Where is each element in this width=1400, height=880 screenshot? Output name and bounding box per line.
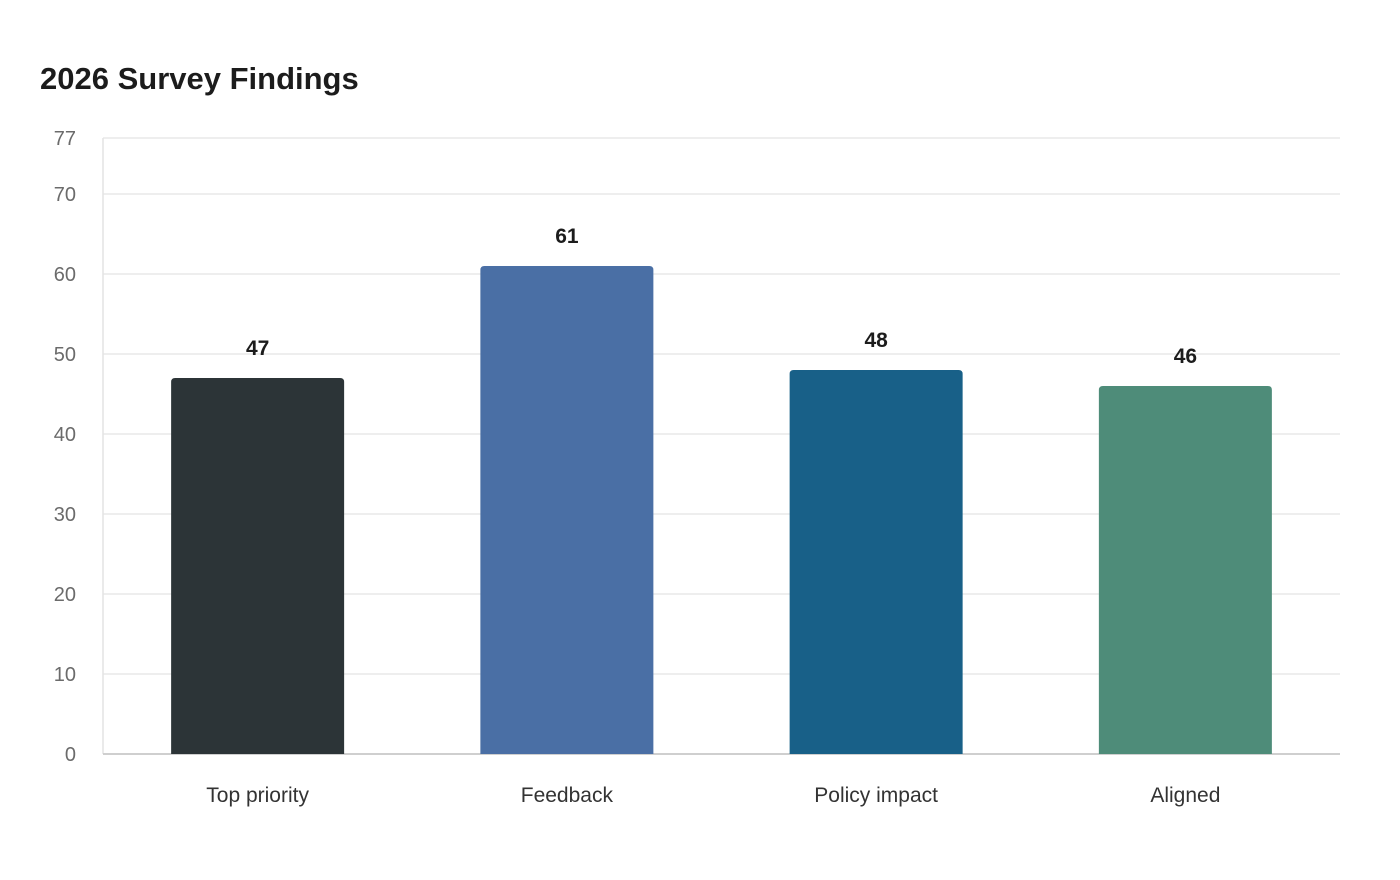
y-axis-tick-labels: 0 10 20 30 40 50 60 70 77 <box>54 128 76 766</box>
x-category-label: Policy impact <box>814 784 938 807</box>
y-tick-label: 20 <box>54 584 76 606</box>
x-category-label: Aligned <box>1150 784 1220 807</box>
x-category-label: Top priority <box>206 784 309 807</box>
data-label: 47 <box>246 337 269 360</box>
chart-title: 2026 Survey Findings <box>40 61 359 96</box>
bar-feedback <box>480 266 654 754</box>
y-tick-label: 30 <box>54 504 76 526</box>
y-tick-label: 50 <box>54 344 76 366</box>
y-tick-label: 0 <box>65 744 76 766</box>
data-label: 61 <box>555 225 579 248</box>
bar-policy-impact <box>789 370 963 754</box>
data-label: 48 <box>864 329 888 352</box>
data-labels: 47 61 48 46 <box>246 225 1197 368</box>
data-label: 46 <box>1174 345 1197 368</box>
x-axis-category-labels: Top priority Feedback Policy impact Aligned <box>206 784 1220 807</box>
bars <box>171 266 1272 754</box>
y-tick-label: 10 <box>54 664 76 686</box>
bar-top-priority <box>171 378 345 754</box>
bar-aligned <box>1098 386 1272 754</box>
y-tick-label: 77 <box>54 128 76 150</box>
x-category-label: Feedback <box>521 784 614 807</box>
y-tick-label: 70 <box>54 184 76 206</box>
y-tick-label: 40 <box>54 424 76 446</box>
y-tick-label: 60 <box>54 264 76 286</box>
